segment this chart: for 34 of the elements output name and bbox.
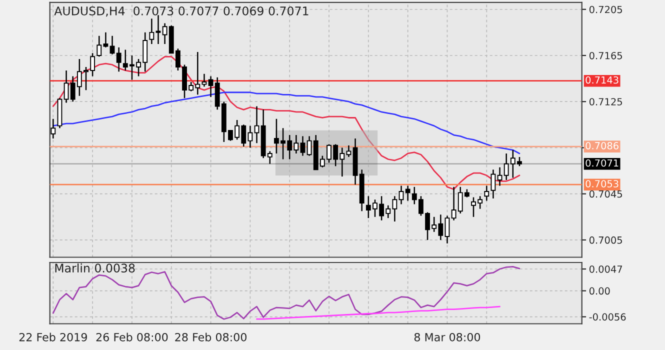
y-tick-label: 0.7205 bbox=[589, 6, 622, 14]
ref-line-label: 0.7071 bbox=[586, 159, 618, 167]
candlestick bbox=[50, 118, 56, 140]
x-tick-label: 26 Feb 08:00 bbox=[96, 332, 168, 342]
y-tick-label: 0.7125 bbox=[589, 98, 622, 106]
x-tick-label: 28 Feb 08:00 bbox=[175, 332, 246, 342]
candlestick bbox=[116, 46, 122, 72]
x-tick-label: 22 Feb 2019 bbox=[19, 332, 87, 342]
y-tick-label: 0.7005 bbox=[589, 236, 622, 244]
chart-title: AUDUSD,H4 0.7073 0.7077 0.7069 0.7071 bbox=[54, 6, 308, 17]
candlestick bbox=[490, 169, 496, 200]
candlestick bbox=[484, 185, 490, 202]
candlestick bbox=[208, 76, 214, 98]
line-series bbox=[52, 92, 520, 154]
candlestick bbox=[497, 166, 502, 186]
y-tick-label: 0.0047 bbox=[589, 265, 622, 273]
ref-line-label: 0.7086 bbox=[586, 142, 618, 150]
x-tick-label: 8 Mar 08:00 bbox=[414, 332, 480, 342]
candlestick bbox=[202, 73, 207, 88]
y-tick-label: 0.7165 bbox=[589, 52, 622, 60]
candlestick bbox=[346, 144, 352, 158]
ref-line-label: 0.7143 bbox=[586, 76, 618, 84]
candlestick bbox=[149, 18, 154, 45]
y-tick-label: -0.0056 bbox=[589, 313, 626, 321]
chart-title: Marlin 0.0038 bbox=[55, 263, 135, 273]
y-tick-label: 0.00 bbox=[589, 287, 610, 295]
ref-line-label: 0.7053 bbox=[586, 180, 618, 188]
candlestick bbox=[300, 136, 306, 156]
y-tick-label: 0.7045 bbox=[589, 190, 622, 198]
candlestick bbox=[156, 14, 161, 45]
candlestick bbox=[405, 185, 410, 202]
candlestick bbox=[444, 215, 450, 244]
line-series bbox=[256, 306, 500, 320]
candlestick bbox=[398, 185, 404, 205]
